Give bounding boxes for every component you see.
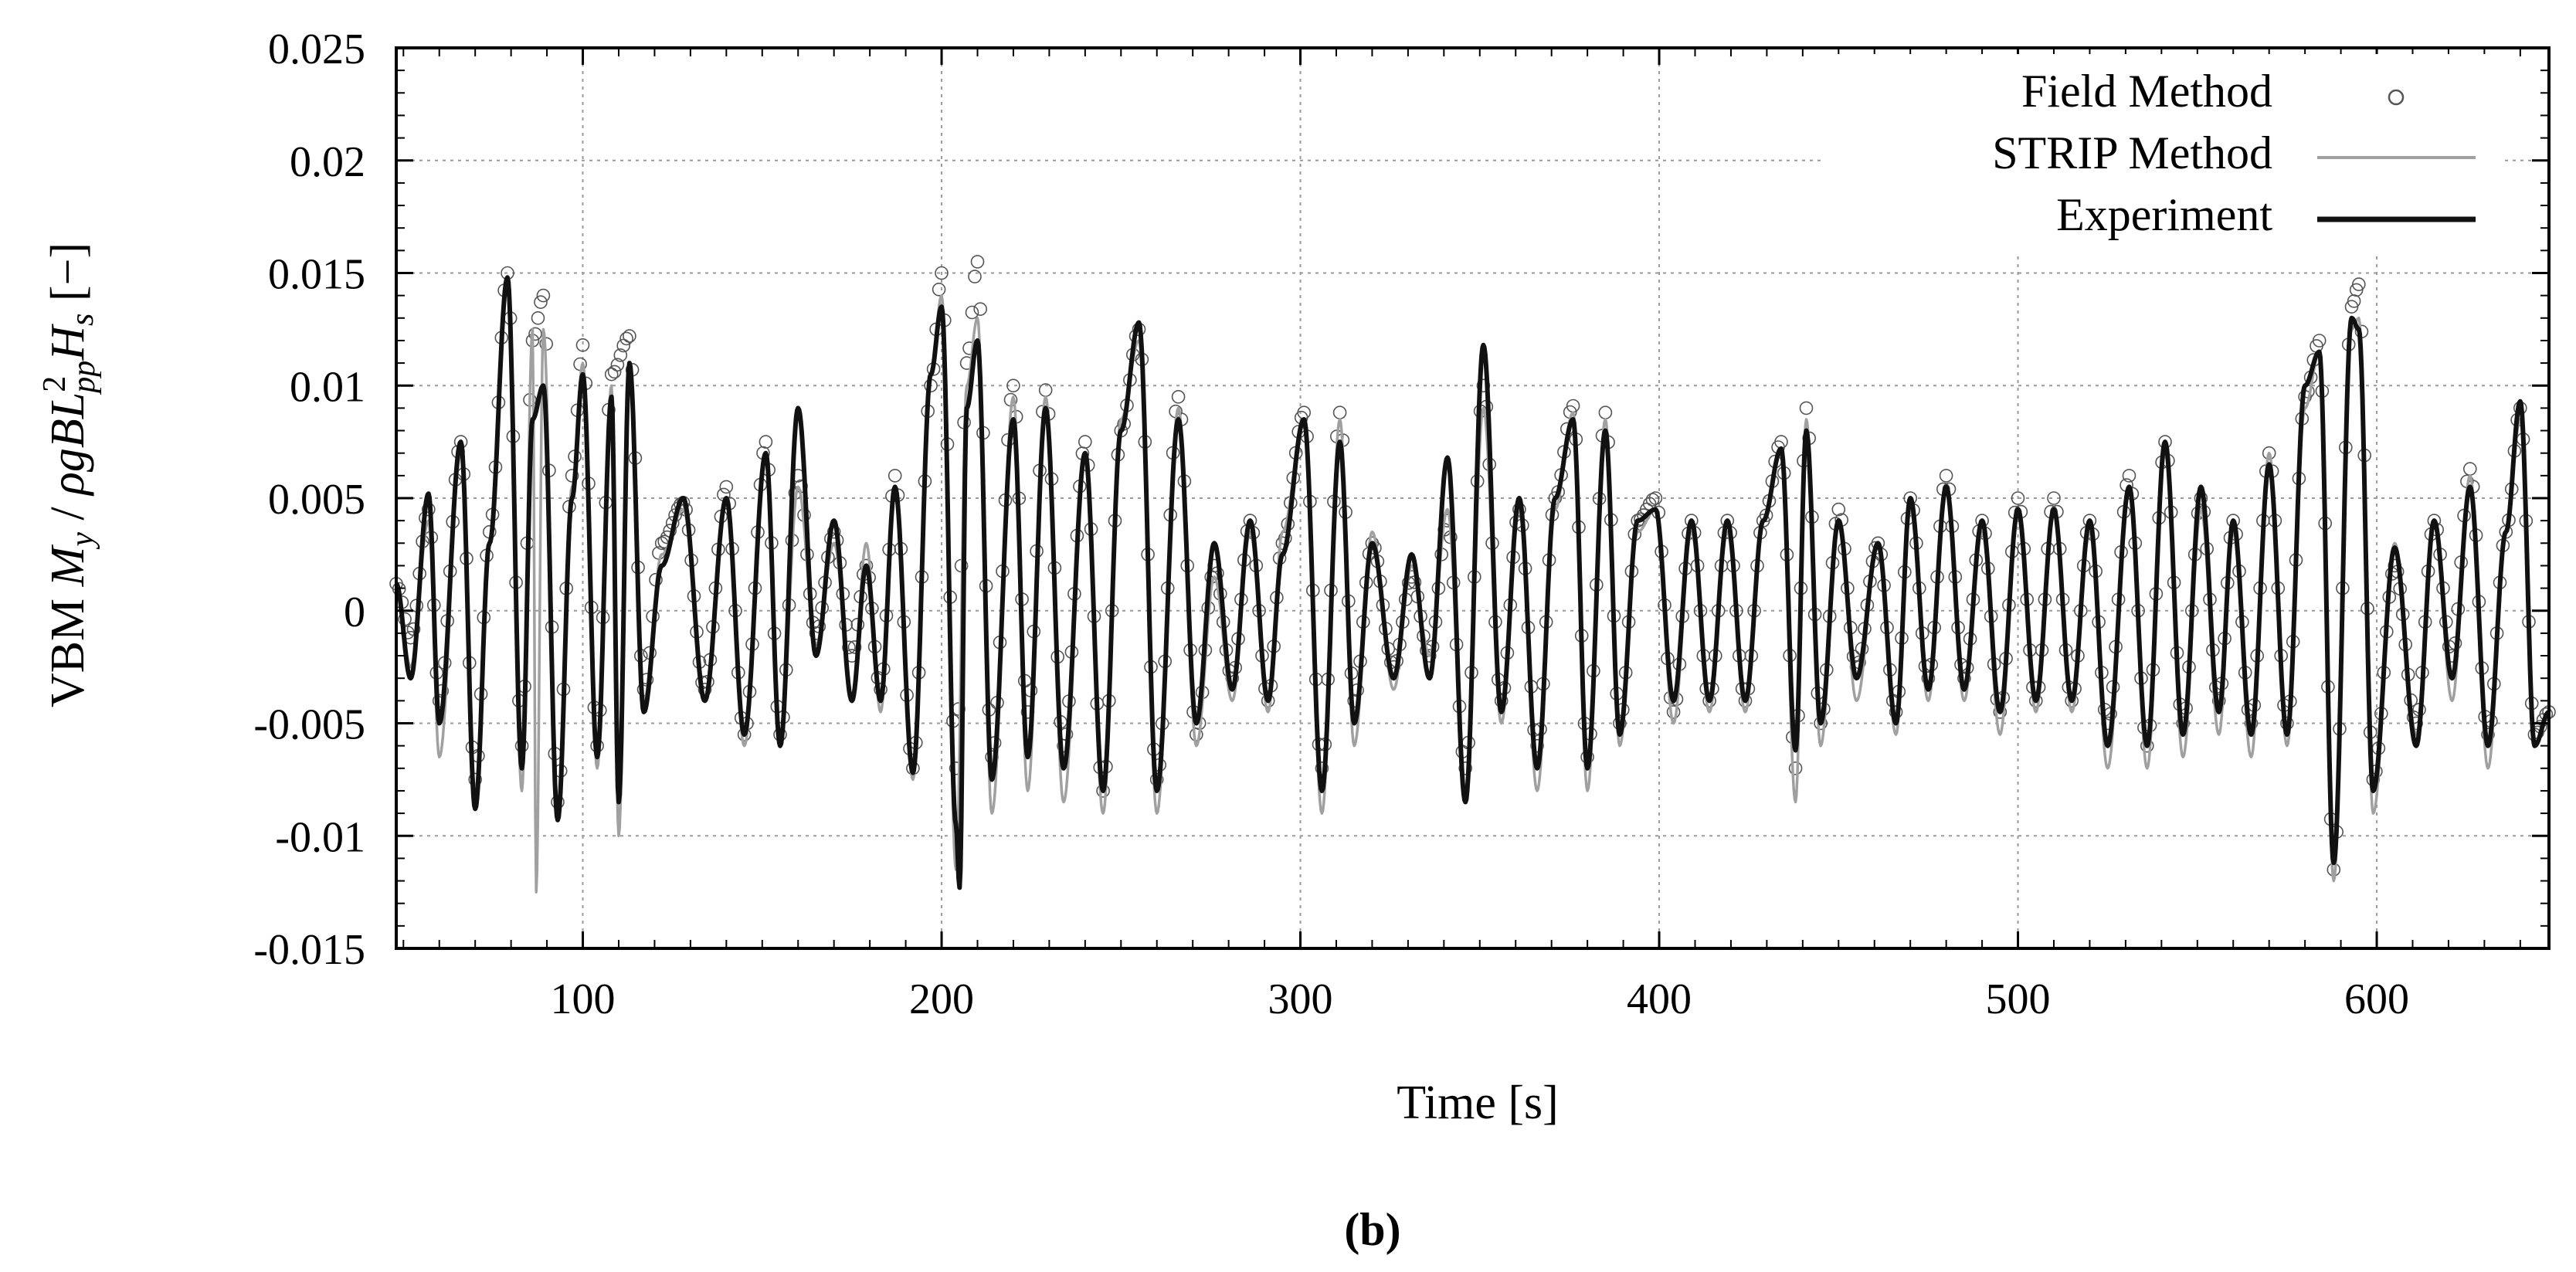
y-tick-label: -0.01 [275, 813, 365, 861]
x-tick-label: 400 [1627, 975, 1692, 1023]
field-method-point [528, 327, 542, 341]
field-method-point [1831, 502, 1846, 517]
field-method-point [619, 331, 633, 346]
field-method-point [847, 640, 862, 654]
field-method-point [759, 435, 773, 449]
y-tick-label: 0 [344, 589, 365, 636]
field-method-point [613, 348, 628, 362]
field-method-point [719, 480, 734, 494]
field-method-point [842, 640, 856, 655]
field-method-point [2352, 277, 2366, 291]
x-tick-labels: 100 200 300 400 500 600 [551, 975, 2410, 1023]
x-tick-label: 300 [1268, 975, 1333, 1023]
field-method-point [2047, 491, 2061, 505]
field-method-point [935, 266, 949, 280]
y-tick-label: -0.015 [253, 926, 365, 974]
field-method-point [1939, 469, 1953, 483]
figure-caption: (b) [1344, 1204, 1400, 1255]
field-method-point [1598, 405, 1613, 420]
field-method-point [1788, 761, 1803, 775]
y-label-m-sub: y [65, 532, 100, 550]
field-method-point [610, 358, 625, 372]
legend: Field Method STRIP Method Experiment [1823, 54, 2503, 255]
field-method-point [1332, 405, 1347, 420]
field-method-point [1171, 389, 1186, 404]
field-method-point [1666, 705, 1681, 719]
field-method-point [2312, 334, 2327, 348]
legend-label-experiment: Experiment [2056, 189, 2272, 240]
y-label-prefix: VBM [42, 586, 94, 707]
y-label-l-sub: pp [66, 361, 102, 395]
field-method-point [973, 302, 987, 317]
field-method-point [604, 367, 619, 382]
field-method-point [536, 288, 551, 303]
y-label-h-sub: s [65, 314, 100, 326]
field-method-point [534, 295, 548, 310]
legend-label-strip-method: STRIP Method [1992, 127, 2272, 178]
field-method-point [2347, 294, 2361, 308]
y-tick-label: 0.015 [268, 251, 365, 299]
field-method-point [1530, 738, 1544, 753]
field-method-point [970, 255, 985, 269]
x-axis-label: Time [s] [1397, 1077, 1559, 1129]
field-method-point [1648, 491, 1663, 505]
field-method-point [623, 329, 636, 343]
y-label-rho-g-b-l: ρgBL [42, 392, 94, 497]
field-method-point [1078, 435, 1092, 449]
x-tick-label: 100 [551, 975, 616, 1023]
field-method-point [1315, 761, 1329, 775]
field-method-point [616, 338, 631, 353]
experiment-line [394, 275, 2551, 890]
y-tick-label: 0.005 [268, 476, 365, 524]
legend-marker-field-method [2388, 89, 2405, 106]
field-method-point [1645, 493, 1660, 507]
field-method-point [607, 365, 622, 379]
field-method-point [2262, 446, 2276, 460]
field-method-point [1006, 378, 1020, 393]
field-method-point [575, 338, 590, 352]
y-tick-label: 0.01 [290, 363, 365, 411]
y-tick-labels: -0.015 -0.01 -0.005 0 0.005 0.01 0.015 0.02 0.02… [253, 25, 365, 974]
field-method-point [932, 282, 946, 297]
y-tick-label: 0.025 [268, 25, 365, 73]
field-method-point [1799, 401, 1814, 416]
field-method-point [2011, 491, 2025, 505]
y-label-h: H [42, 324, 94, 361]
y-axis-label: VBM My / ρgBL2ppHs [−] [37, 243, 102, 707]
field-method-point [406, 622, 421, 636]
y-label-middle: / [42, 495, 94, 532]
field-method-point [2463, 462, 2477, 476]
y-tick-label: -0.005 [253, 701, 365, 749]
y-tick-label: 0.02 [290, 138, 365, 186]
series-layer [389, 255, 2556, 894]
field-method-point [1458, 761, 1472, 775]
x-tick-label: 600 [2344, 975, 2409, 1023]
x-tick-label: 200 [909, 975, 974, 1023]
field-method-point [965, 305, 979, 320]
field-method-point [2122, 469, 2136, 483]
legend-label-field-method: Field Method [2021, 66, 2272, 117]
series-experiment [394, 275, 2551, 890]
field-method-point [531, 310, 545, 325]
y-label-l-sup: 2 [37, 376, 73, 392]
y-label-m: M [42, 544, 94, 587]
x-tick-label: 500 [1986, 975, 2051, 1023]
field-method-point [888, 469, 902, 483]
y-label-suffix: [−] [42, 243, 94, 314]
field-method-point [968, 270, 982, 283]
